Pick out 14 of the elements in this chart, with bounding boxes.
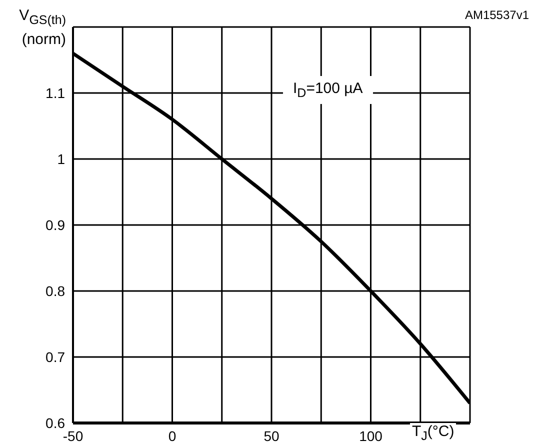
y-tick-label: 1.1 [46, 84, 66, 101]
y-tick-label: 0.6 [46, 414, 66, 431]
annotation: I$_{D}$=100 µA [283, 76, 373, 104]
y-tick-label: 0.8 [46, 282, 66, 299]
x-axis-title: T$_{J}$(°C) [410, 423, 456, 443]
x-tick-label: 100 [359, 428, 383, 444]
y-axis-title: V$_{GS(th)}$ (norm) [18, 6, 66, 50]
x-tick-label: 50 [264, 428, 280, 444]
y-tick-label: 0.9 [46, 216, 66, 233]
y-tick-label: 1 [57, 150, 66, 167]
x-tick-label: -50 [62, 428, 84, 444]
y-tick-label: 0.7 [46, 348, 66, 365]
x-tick-label: 0 [168, 428, 176, 444]
text: AM15537v1 [464, 8, 529, 22]
